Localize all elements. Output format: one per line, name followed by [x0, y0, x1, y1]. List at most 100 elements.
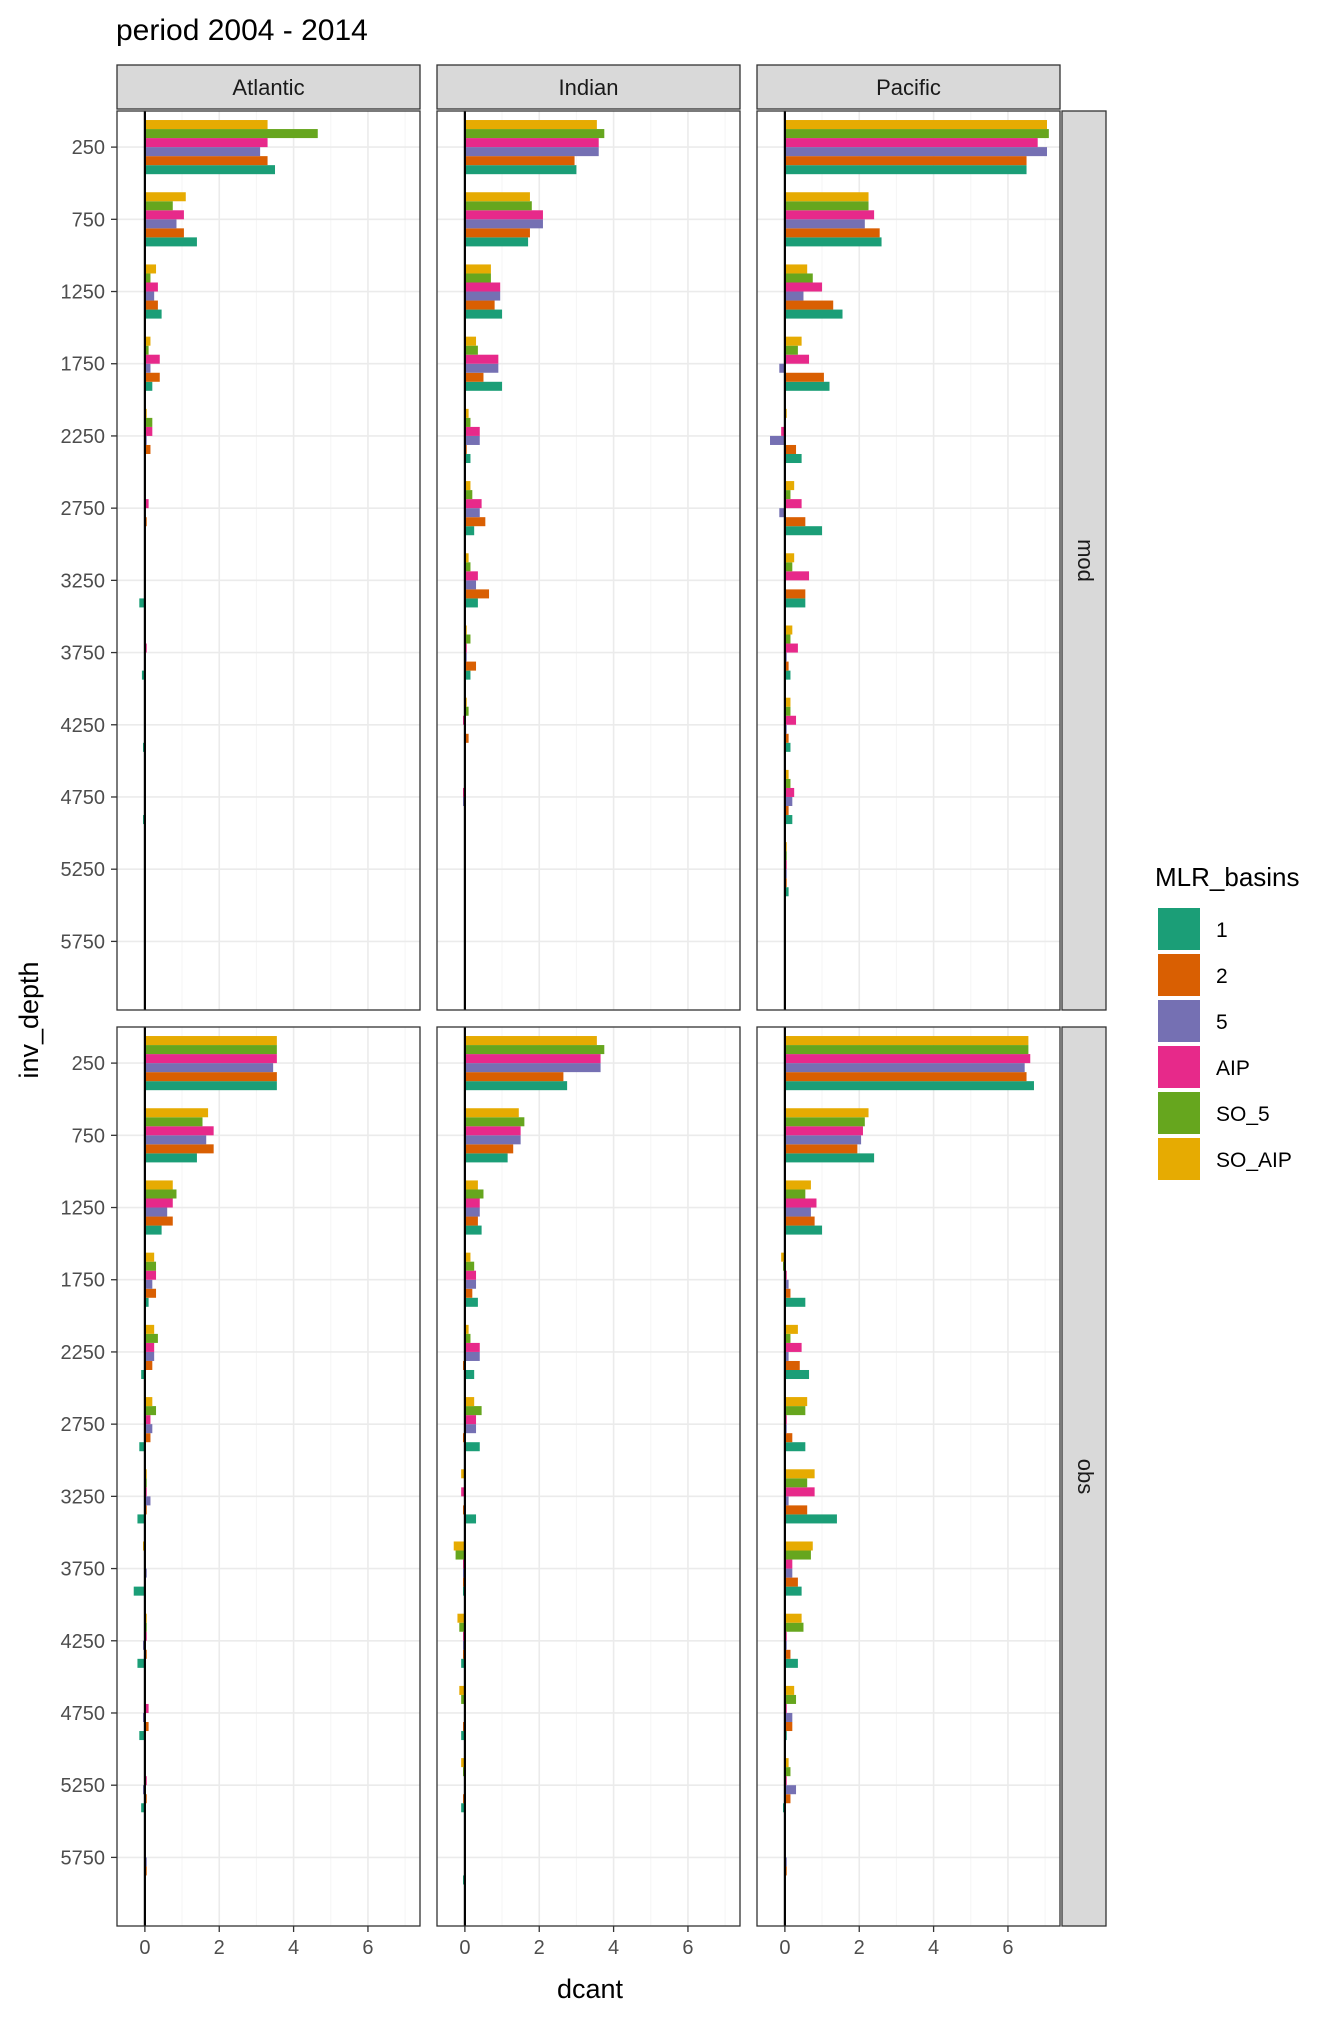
bar-5 — [784, 1135, 862, 1145]
bar-5 — [144, 291, 155, 301]
bar-2 — [784, 372, 824, 382]
facet-strip-label: mod — [1073, 539, 1098, 582]
bar-aip — [464, 1270, 477, 1280]
legend-key-so_aip — [1158, 1138, 1200, 1180]
facet-strip-mod — [1061, 110, 1107, 1011]
bar-so_aip — [784, 1397, 808, 1407]
bar-2 — [464, 1144, 514, 1154]
bar-5 — [784, 1496, 789, 1506]
bar-5 — [784, 219, 865, 229]
y-tick-label: 2250 — [61, 426, 106, 448]
bar-2 — [464, 156, 575, 166]
y-tick-label: 3750 — [61, 643, 106, 665]
x-tick-label: 6 — [682, 1937, 693, 1959]
bar-1 — [784, 742, 791, 752]
bar-so_aip — [784, 697, 791, 707]
bar-so_aip — [464, 1180, 478, 1190]
bar-2 — [464, 1072, 564, 1082]
bar-2 — [144, 1144, 214, 1154]
bar-so_aip — [464, 1252, 471, 1262]
bar-1 — [144, 1225, 162, 1235]
bar-so_aip — [464, 481, 471, 491]
bar-2 — [464, 372, 484, 382]
bar-so_5 — [464, 634, 471, 644]
bar-so_5 — [144, 1333, 158, 1343]
panel-obs-atlantic-background — [117, 1027, 420, 1926]
bar-1 — [784, 165, 1027, 175]
bar-so_aip — [464, 336, 477, 346]
x-tick-label: 4 — [288, 1937, 299, 1959]
bar-so_aip — [144, 1036, 277, 1046]
bar-aip — [464, 571, 478, 581]
bar-2 — [464, 1216, 478, 1226]
legend-label: AIP — [1216, 1057, 1250, 1080]
bar-1 — [784, 237, 882, 247]
bar-5 — [784, 796, 793, 807]
bar-1 — [141, 1803, 145, 1813]
bar-5 — [144, 219, 177, 229]
bar-2 — [464, 589, 490, 599]
bar-so_5 — [464, 1406, 482, 1416]
bar-5 — [464, 291, 501, 301]
bar-2 — [784, 1722, 793, 1732]
bar-2 — [464, 661, 477, 671]
bar-1 — [144, 381, 153, 391]
bar-1 — [464, 1297, 478, 1307]
bar-1 — [784, 1081, 1034, 1091]
bar-so_5 — [784, 1333, 791, 1343]
bar-so_5 — [144, 273, 151, 283]
bar-so_5 — [464, 1045, 605, 1055]
bar-so_aip — [464, 1397, 475, 1407]
bar-aip — [784, 1342, 802, 1352]
bar-1 — [464, 381, 503, 391]
x-tick-label: 0 — [459, 1937, 470, 1959]
bar-1 — [137, 1514, 145, 1524]
bar-so_5 — [784, 1550, 811, 1560]
bar-5 — [144, 1496, 151, 1506]
bar-so_5 — [461, 1694, 465, 1704]
bar-so_aip — [784, 264, 808, 274]
bar-aip — [464, 1198, 480, 1208]
bar-1 — [784, 1225, 823, 1235]
bar-1 — [464, 165, 577, 175]
bar-so_5 — [144, 345, 149, 355]
panel-obs-indian-background — [437, 1027, 740, 1926]
y-tick-label: 250 — [72, 1053, 105, 1075]
bar-1 — [139, 598, 145, 608]
bar-5 — [464, 1135, 521, 1145]
bar-1 — [464, 1225, 482, 1235]
y-tick-label: 5750 — [61, 931, 106, 953]
y-tick-label: 4750 — [61, 787, 106, 809]
bar-2 — [784, 1794, 791, 1804]
bar-2 — [144, 300, 158, 310]
bar-2 — [144, 1722, 149, 1732]
y-tick-label: 1750 — [61, 1270, 106, 1292]
facet-strip-indian — [436, 64, 741, 110]
x-tick-label: 4 — [608, 1937, 619, 1959]
bar-5 — [784, 1351, 789, 1361]
bar-1 — [784, 453, 802, 464]
facet-strip-pacific — [756, 64, 1061, 110]
bar-so_aip — [453, 1541, 465, 1551]
bar-2 — [144, 1360, 153, 1370]
bar-1 — [144, 309, 162, 319]
bar-so_5 — [784, 1622, 804, 1632]
bar-aip — [784, 1198, 817, 1208]
facet-strip-label: Indian — [559, 75, 619, 100]
legend-key-5 — [1158, 1000, 1200, 1042]
bar-so_aip — [144, 1108, 209, 1118]
y-tick-label: 1750 — [61, 354, 106, 376]
panel-obs-indian-border — [436, 1026, 741, 1927]
bar-so_aip — [464, 408, 469, 418]
bar-aip — [464, 282, 501, 292]
bar-aip — [464, 210, 543, 220]
bar-aip — [461, 1487, 465, 1497]
bar-so_aip — [784, 481, 795, 491]
bar-so_aip — [784, 553, 795, 563]
bar-5 — [779, 508, 785, 518]
panel-obs-atlantic-border — [116, 1026, 421, 1927]
bar-aip — [144, 1054, 277, 1064]
bar-5 — [464, 508, 480, 518]
bar-1 — [784, 670, 791, 680]
